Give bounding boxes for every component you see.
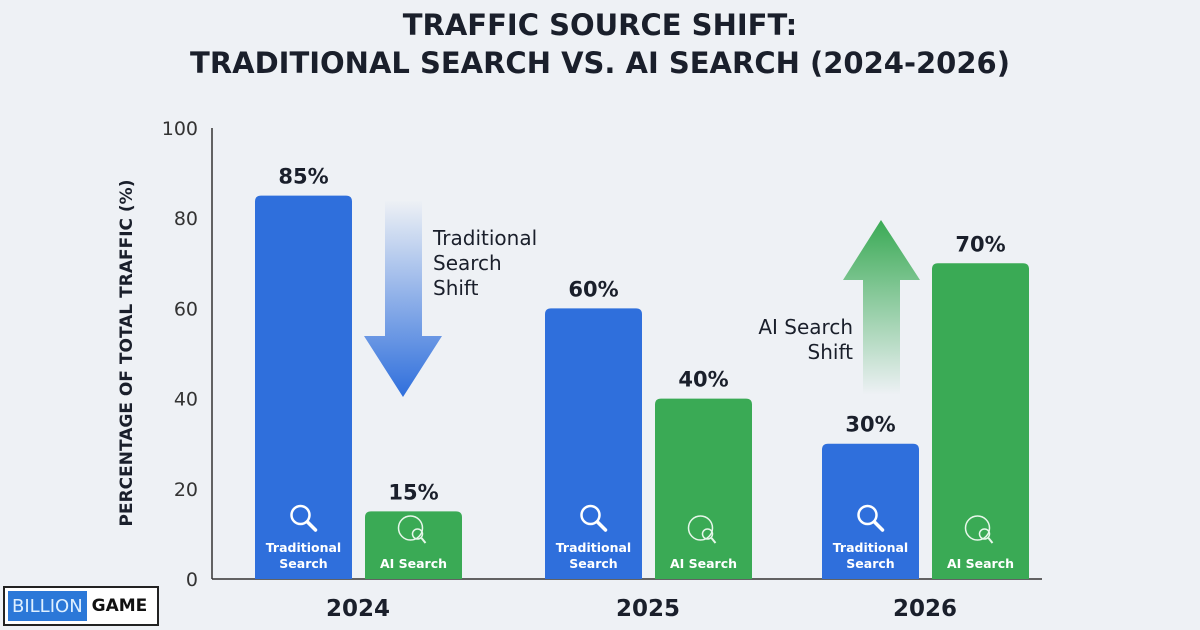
y-tick-label: 100 [162, 118, 198, 140]
bar-traditional-2026 [822, 443, 919, 579]
bar-category-label: AI Search [670, 556, 737, 571]
ai-search-lens [978, 528, 991, 540]
bar-category-label: Traditional [556, 540, 631, 555]
down-arrow-icon [364, 200, 442, 397]
bar-category-label: Search [279, 556, 327, 571]
search-icon [857, 504, 878, 526]
annotation-ai-shift: AI Search [758, 315, 853, 339]
up-arrow-icon [843, 220, 920, 395]
search-icon [580, 504, 601, 526]
ai-brain-search-icon [397, 515, 424, 541]
y-tick-label: 80 [174, 208, 198, 230]
bar-traditional-2025 [545, 308, 642, 579]
data-label: 15% [388, 480, 438, 504]
search-icon [290, 504, 311, 526]
title-line-1: TRAFFIC SOURCE SHIFT: [402, 8, 798, 42]
bar-category-label: Traditional [833, 540, 908, 555]
annotation-traditional-shift: Search [433, 251, 502, 275]
logo-part-1: BILLION [8, 591, 87, 621]
ai-search-lens [411, 528, 424, 540]
bar-category-label: AI Search [380, 556, 447, 571]
y-axis-label: PERCENTAGE OF TOTAL TRAFFIC (%) [117, 180, 137, 527]
y-tick-label: 0 [186, 569, 198, 591]
search-icon-handle [305, 520, 318, 532]
bar-category-label: Search [569, 556, 617, 571]
title-line-2: TRADITIONAL SEARCH VS. AI SEARCH (2024-2… [190, 46, 1010, 80]
bar-category-label: Traditional [266, 540, 341, 555]
bar-ai-2026 [932, 263, 1029, 579]
annotation-ai-shift: Shift [808, 340, 854, 364]
bar-ai-2024 [365, 511, 462, 579]
y-tick-label: 20 [174, 479, 198, 501]
x-tick-label: 2025 [616, 596, 680, 622]
ai-brain-search-icon [687, 515, 714, 541]
annotation-traditional-shift: Traditional [432, 226, 537, 250]
ai-brain-search-icon [964, 515, 991, 541]
ai-search-lens [701, 528, 714, 540]
data-label: 40% [678, 368, 728, 392]
bar-traditional-2024 [255, 195, 352, 579]
chart-title: TRAFFIC SOURCE SHIFT: TRADITIONAL SEARCH… [0, 6, 1200, 82]
ai-search-lens-handle [420, 537, 427, 544]
x-tick-label: 2026 [893, 596, 957, 622]
y-tick-label: 60 [174, 298, 198, 320]
y-tick-label: 40 [174, 389, 198, 411]
data-label: 70% [955, 232, 1005, 256]
search-icon-handle [595, 520, 608, 532]
ai-search-lens-handle [987, 537, 994, 544]
data-label: 60% [568, 277, 618, 301]
search-icon-handle [872, 520, 885, 532]
bar-ai-2025 [655, 398, 752, 579]
data-label: 30% [845, 413, 895, 437]
bar-category-label: AI Search [947, 556, 1014, 571]
ai-search-lens-handle [710, 537, 717, 544]
logo-part-2: GAME [91, 596, 148, 616]
bar-category-label: Search [846, 556, 894, 571]
logo: BILLION GAME [3, 586, 159, 626]
data-label: 85% [278, 165, 328, 189]
annotation-traditional-shift: Shift [433, 276, 479, 300]
x-tick-label: 2024 [326, 596, 390, 622]
